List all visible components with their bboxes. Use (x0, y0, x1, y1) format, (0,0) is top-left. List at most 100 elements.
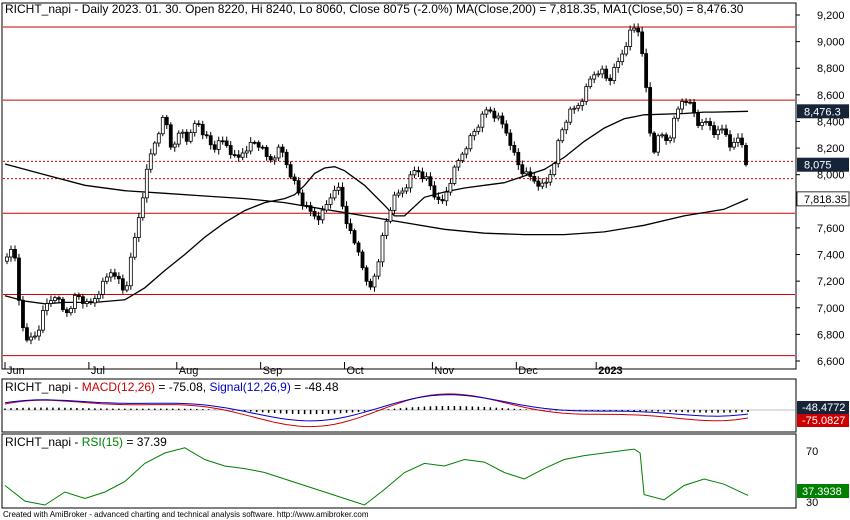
candle-body (65, 309, 69, 314)
candle-body (84, 301, 89, 304)
candle-body (196, 123, 201, 126)
candle-body (312, 210, 317, 217)
rsi-tick-70: 70 (806, 446, 818, 458)
candle-body (116, 275, 121, 280)
macd-title: RICHT_napi - MACD(12,26) = -75.08, Signa… (5, 380, 339, 394)
month-label: Aug (179, 365, 199, 377)
candle-body (552, 163, 557, 176)
ma200-path (4, 163, 749, 236)
candle-body (228, 145, 233, 155)
candle-body (260, 146, 265, 149)
candle-body (656, 135, 661, 153)
candle-body (112, 272, 117, 277)
candle-body (308, 205, 313, 212)
candle-body (164, 117, 169, 126)
candle-body (512, 145, 517, 153)
candle-body (332, 189, 337, 199)
candle-body (280, 146, 285, 153)
candle-body (176, 132, 181, 145)
ma200-line (4, 163, 749, 236)
candle-body (744, 145, 748, 166)
candle-body (568, 108, 573, 123)
candle-body (288, 164, 293, 178)
candle-body (136, 217, 141, 238)
candle-body (608, 77, 613, 82)
candle-body (400, 190, 405, 194)
candle-body (412, 170, 417, 176)
candle-body (352, 230, 357, 244)
candle-body (636, 27, 641, 33)
price-tick-label: 7,400 (817, 250, 845, 262)
candle-body (376, 261, 381, 277)
candle-body (216, 140, 221, 150)
candle-body (37, 329, 41, 337)
candle-body (148, 153, 153, 170)
candle-body (292, 176, 297, 182)
price-title-info: - Daily 2023. 01. 30. Open 8220, Hi 8240… (71, 2, 456, 16)
candle-body (696, 112, 700, 126)
candle-body (592, 74, 597, 80)
price-badge-label: 8,075 (804, 160, 832, 172)
candle-body (684, 101, 688, 103)
candle-body (652, 132, 657, 153)
candle-body (648, 87, 653, 134)
price-badges: 8,476.3 8,075 7,818.35 (796, 104, 850, 207)
macd-title-value: = -75.08, (155, 380, 209, 394)
price-tick-label: 9,200 (817, 10, 845, 22)
candle-body (284, 151, 289, 166)
candle-body (464, 148, 469, 155)
candle-body (348, 223, 353, 231)
price-tick-label: 9,000 (817, 37, 845, 49)
candle-body (500, 115, 505, 125)
candle-body (364, 267, 369, 282)
ma50-label: MA1(Close,50) (603, 2, 683, 16)
candle-body (100, 280, 105, 295)
candle-body (57, 297, 61, 300)
candle-body (356, 242, 361, 253)
svg-text:-75.0827: -75.0827 (802, 415, 845, 427)
macd-value-badge: -75.0827 (797, 414, 849, 427)
price-badge-bg (796, 191, 850, 207)
candle-body (380, 235, 385, 263)
candle-body (212, 144, 217, 150)
candle-body (41, 310, 45, 331)
candle-body (108, 272, 113, 278)
month-label: Sep (263, 365, 283, 377)
candle-body (180, 131, 185, 134)
candle-body (220, 140, 225, 143)
candle-body (45, 303, 49, 311)
svg-text:-48.4772: -48.4772 (802, 402, 845, 414)
candle-body (132, 237, 137, 258)
macd-title-name: MACD(12,26) (82, 380, 155, 394)
candle-body (444, 191, 449, 202)
candle-body (324, 204, 329, 211)
candle-body (372, 275, 377, 288)
candle-body (128, 256, 133, 287)
rsi-value-badge: 37.3938 (797, 484, 849, 498)
candle-body (584, 86, 589, 102)
candle-body (680, 101, 684, 110)
candle-body (53, 297, 57, 301)
price-panel-frame (1, 2, 797, 370)
candle-body (628, 29, 633, 47)
price-badge-bg (797, 104, 849, 119)
candle-body (396, 192, 401, 196)
candle-body (612, 67, 617, 82)
candle-body (344, 205, 349, 225)
candle-body (272, 157, 277, 161)
price-tick-label: 8,200 (817, 143, 845, 155)
candle-body (560, 129, 565, 142)
ma50-path (4, 110, 749, 305)
svg-text:37.3938: 37.3938 (802, 486, 842, 498)
candle-body (604, 68, 609, 79)
candle-body (88, 301, 93, 304)
candle-body (168, 124, 173, 148)
macd-signal-value: = -48.48 (291, 380, 339, 394)
month-label: Nov (434, 365, 454, 377)
candle-body (232, 154, 237, 156)
candle-body (700, 122, 704, 126)
candle-body (104, 276, 109, 282)
price-tick-label: 7,600 (817, 223, 845, 235)
macd-signal-name: Signal(12,26,9) (209, 380, 290, 394)
candle-body (708, 121, 712, 126)
